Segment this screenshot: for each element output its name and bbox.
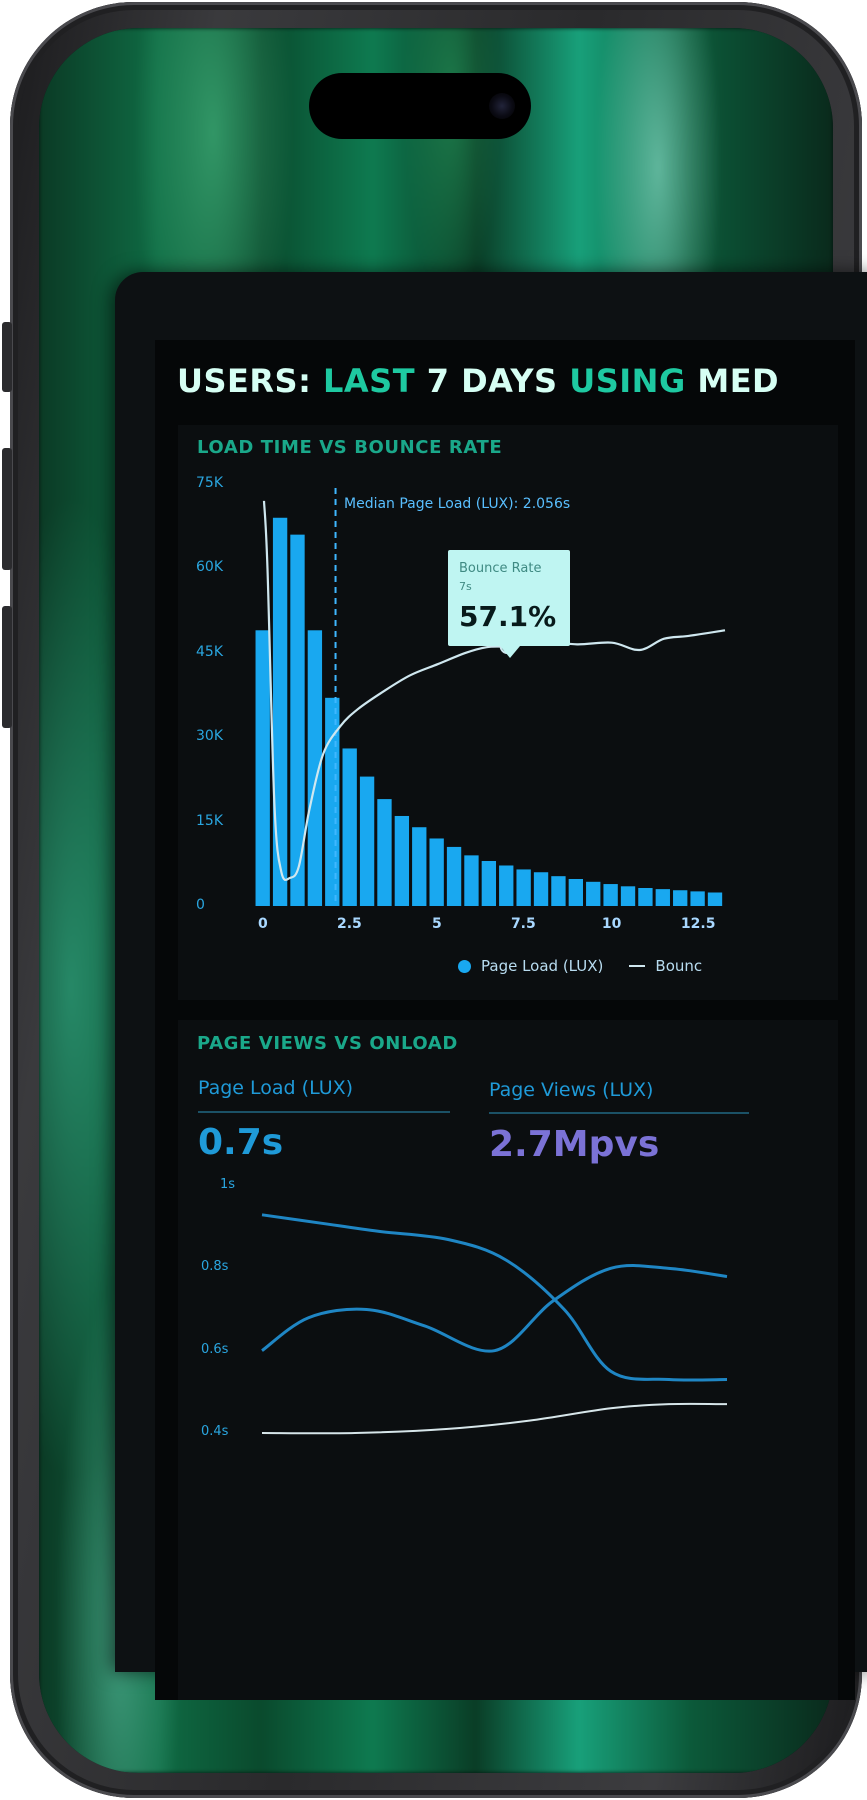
bar	[516, 869, 531, 906]
dynamic-island	[309, 73, 531, 139]
bar	[255, 630, 270, 906]
x-tick-label: 2.5	[336, 916, 362, 932]
bar	[446, 846, 462, 906]
bounce-rate-line	[262, 500, 726, 882]
bar	[272, 517, 288, 906]
bar	[359, 776, 375, 906]
bar	[551, 876, 566, 906]
bar	[481, 860, 497, 906]
metric-page-views-rule	[489, 1112, 749, 1114]
panel-title-page-views: PAGE VIEWS VS ONLOAD	[197, 1033, 458, 1054]
dashboard-title-part: MED	[697, 362, 780, 400]
metric-page-views-label: Page Views (LUX)	[489, 1079, 654, 1101]
bar	[673, 890, 688, 906]
page-views-panel	[178, 1020, 838, 1700]
y-tick-label: 45K	[196, 643, 223, 660]
panel-title-load-time: LOAD TIME VS BOUNCE RATE	[197, 437, 503, 458]
bar	[377, 799, 392, 906]
dashboard-title-part: 7 DAYS	[426, 362, 570, 400]
metric-page-load-label: Page Load (LUX)	[198, 1077, 354, 1099]
x-tick-label: 12.5	[680, 916, 716, 932]
metric-page-views-value: 2.7Mpvs	[489, 1124, 660, 1165]
volume-down-button[interactable]	[2, 606, 12, 728]
dashboard-title-part: LAST	[323, 362, 427, 400]
x-tick-label: 10	[601, 916, 622, 932]
bar	[464, 855, 479, 906]
x-tick-label: 7.5	[510, 916, 536, 932]
y-tick-label: 0.8s	[201, 1259, 229, 1275]
y-tick-label: 15K	[196, 812, 223, 829]
bar	[307, 630, 323, 906]
onload-series-line	[261, 1213, 728, 1382]
bar	[394, 815, 410, 906]
onload-series-line	[261, 1402, 728, 1435]
onload-series-line	[261, 1264, 728, 1353]
metric-page-load-value: 0.7s	[198, 1122, 284, 1163]
bar	[429, 838, 444, 906]
bar	[412, 827, 427, 906]
bar	[655, 889, 670, 906]
dashboard-title-part: USERS:	[177, 362, 324, 400]
bar	[568, 878, 584, 906]
bounce-rate-tooltip: Bounce Rate 7s 57.1%	[448, 550, 570, 658]
metric-page-load-rule	[198, 1111, 450, 1113]
y-tick-label: 60K	[196, 559, 223, 576]
bar	[586, 881, 601, 906]
x-tick-label: 5	[431, 916, 442, 932]
dashboard-title-part: USING	[569, 362, 698, 400]
legend-bounce: Bounc	[655, 957, 703, 975]
y-tick-label: 0.6s	[201, 1341, 229, 1357]
tooltip-label: Bounce Rate	[459, 561, 542, 576]
action-button[interactable]	[2, 322, 12, 392]
bar	[638, 887, 653, 906]
legend-line-icon	[629, 965, 646, 967]
bar	[690, 891, 705, 906]
x-tick-label: 0	[258, 916, 268, 932]
front-camera-icon	[489, 93, 515, 119]
y-tick-label: 75K	[196, 475, 223, 491]
bar	[342, 748, 357, 906]
bar	[290, 534, 305, 906]
bar	[707, 892, 723, 906]
bar	[603, 884, 618, 906]
legend-page-load: Page Load (LUX)	[481, 957, 604, 975]
y-tick-label: 0	[196, 897, 205, 913]
bar	[620, 886, 636, 906]
tooltip-sub: 7s	[459, 580, 472, 593]
tooltip-value: 57.1%	[459, 600, 557, 633]
chart-legend: Page Load (LUX) Bounc	[458, 957, 702, 975]
volume-up-button[interactable]	[2, 448, 12, 570]
dashboard-title: USERS: LAST 7 DAYS USING MED	[177, 362, 779, 400]
bar	[499, 865, 514, 906]
y-tick-label: 0.4s	[201, 1424, 229, 1439]
median-page-load-label: Median Page Load (LUX): 2.056s	[344, 496, 571, 512]
legend-dot-icon	[458, 959, 471, 973]
y-tick-label: 30K	[196, 728, 223, 745]
y-tick-label: 1s	[220, 1177, 236, 1192]
bar	[533, 872, 549, 906]
